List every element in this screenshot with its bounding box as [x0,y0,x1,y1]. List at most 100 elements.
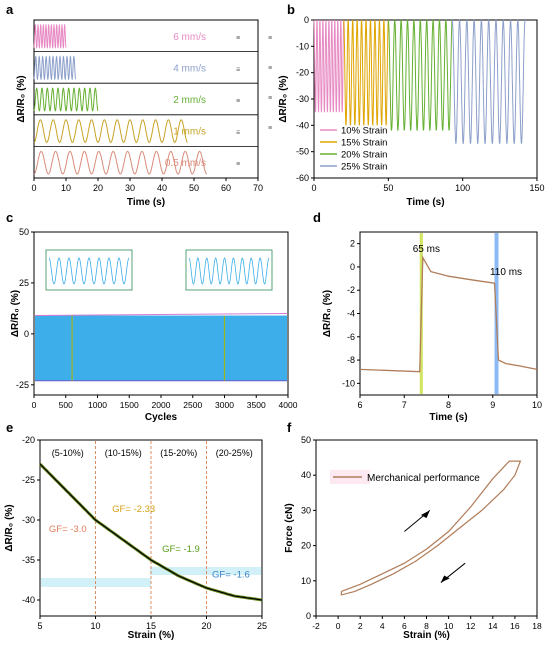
x-tick-label: 25 [257,621,267,631]
legend-entry: 10% Strain [341,126,387,137]
x-tick-label: 10 [61,183,71,193]
y-tick-label: -2 [347,285,355,295]
y-axis-label: ΔR/R₀ (%) [10,290,21,337]
unloading-arrow-head [440,575,450,583]
inset-line [48,257,130,285]
row-marker: ≡ [236,161,240,168]
x-tick-label: 5 [37,621,42,631]
x-tick-label: 16 [510,621,520,631]
y-tick-label: -10 [342,378,355,388]
x-tick-label: 6 [357,400,362,410]
y-tick-label: -35 [22,555,35,565]
legend-entry: Merchanical performance [367,473,480,484]
x-tick-label: 2 [358,621,363,631]
y-tick-label: 30 [301,505,311,515]
series-line [343,19,389,126]
strain-range-label: (10-15%) [105,448,142,458]
gauge-factor-label: GF= -1.6 [212,570,250,581]
x-axis-label: Strain (%) [128,630,175,641]
response-time-label: 110 ms [490,267,522,278]
x-tick-label: 50 [189,183,199,193]
series-label: 0.5 mm/s [165,158,206,169]
x-tick-label: 20 [93,183,103,193]
series-line [313,19,345,113]
x-tick-label: 0 [31,183,36,193]
x-tick-label: 2500 [183,400,202,410]
x-tick-label: 1000 [88,400,107,410]
x-tick-label: 500 [59,400,73,410]
panel-f-chart: Merchanical performance-2 0 2 4 6 8 10 12 14 16 18… [284,435,542,641]
y-tick-label: 0 [304,15,309,25]
x-tick-label: 12 [466,621,476,631]
panel-c-chart: 0 500 1000 1500 2000 2500 3000 3500 4000-2502550… [10,227,298,423]
panel-e-chart: (5-10%) (10-15%) (15-20%) (20-25%) GF= -3.0 G… [4,435,267,641]
y-tick-label: -4 [347,309,355,319]
row-marker: ≡ [236,98,240,105]
x-tick-label: 70 [253,183,263,193]
x-tick-label: 3500 [247,400,266,410]
y-tick-label: -30 [296,94,309,104]
x-tick-label: 100 [455,183,470,193]
x-tick-label: 60 [221,183,231,193]
row-marker: ≡ [236,35,240,42]
x-tick-label: 20 [201,621,211,631]
x-tick-label: 1500 [120,400,139,410]
row-marker: ≡ [236,130,240,137]
x-tick-label: 6 [402,621,407,631]
x-tick-label: -2 [312,621,320,631]
x-tick-label: 0 [336,621,341,631]
gauge-factor-label: GF= -2.33 [112,504,155,515]
y-tick-label: 50 [301,435,311,445]
x-tick-label: 40 [157,183,167,193]
x-tick-label: 0 [32,400,37,410]
zoom-inset [45,249,133,291]
strain-range-label: (20-25%) [216,448,253,458]
row-marker: ≡ [268,65,272,72]
y-tick-label: -25 [22,475,35,485]
y-axis-label: ΔR/R₀ (%) [16,75,27,122]
y-tick-label: -6 [347,332,355,342]
y-axis-label: ΔR/R₀ (%) [278,75,289,122]
row-marker: ≡ [268,35,272,42]
x-tick-label: 3000 [215,400,234,410]
response-curve [359,255,538,373]
y-tick-label: -8 [347,355,355,365]
x-tick-label: 15 [146,621,156,631]
x-tick-label: 4000 [279,400,298,410]
x-tick-label: 7 [402,400,407,410]
y-tick-label: -20 [22,435,35,445]
response-time-label: 65 ms [413,244,440,255]
legend-entry: 20% Strain [341,150,387,161]
x-tick-label: 30 [125,183,135,193]
response-curve [39,463,263,601]
gauge-factor-label: GF= -1.9 [162,544,200,555]
series-label: 2 mm/s [173,95,206,106]
panel-label-f: f [287,420,292,435]
series-line [387,19,453,131]
strain-range-label: (15-20%) [160,448,197,458]
y-tick-label: -60 [296,173,309,183]
row-marker: ≡ [268,95,272,102]
panel-label-c: c [6,210,13,225]
legend-entry: 25% Strain [341,162,387,173]
row-marker: ≡ [236,66,240,73]
panel-label-e: e [6,420,13,435]
panel-d-chart: 65 ms 110 ms 6 7 8 9 10 2 0 -2 -4 -6 -8 -10 Time (s) ΔR… [322,231,542,423]
cycling-band [35,315,287,381]
gauge-factor-label: GF= -3.0 [49,524,87,535]
y-tick-label: 25 [19,278,29,288]
x-tick-label: 4 [380,621,385,631]
y-tick-label: 2 [350,239,355,249]
y-tick-label: 10 [301,576,311,586]
y-tick-label: 0 [24,329,29,339]
x-tick-label: 8 [424,621,429,631]
background-band [41,578,151,587]
panel-b-chart: 0 50 100 150 0 -10 -20 -30 -40 -50 -60 Time (s) ΔR/R… [268,15,545,208]
x-tick-label: 50 [383,183,393,193]
plot-frame [33,19,259,179]
y-axis-label: ΔR/R₀ (%) [322,290,333,337]
x-axis-label: Time (s) [429,412,467,423]
x-tick-label: 150 [529,183,544,193]
panel-a-chart: 6 mm/s ≡ 4 mm/s ≡ 2 mm/s ≡ 1 mm/s ≡ 0.5 mm/s ≡ 0 10… [16,19,263,208]
inset-line [188,257,270,285]
